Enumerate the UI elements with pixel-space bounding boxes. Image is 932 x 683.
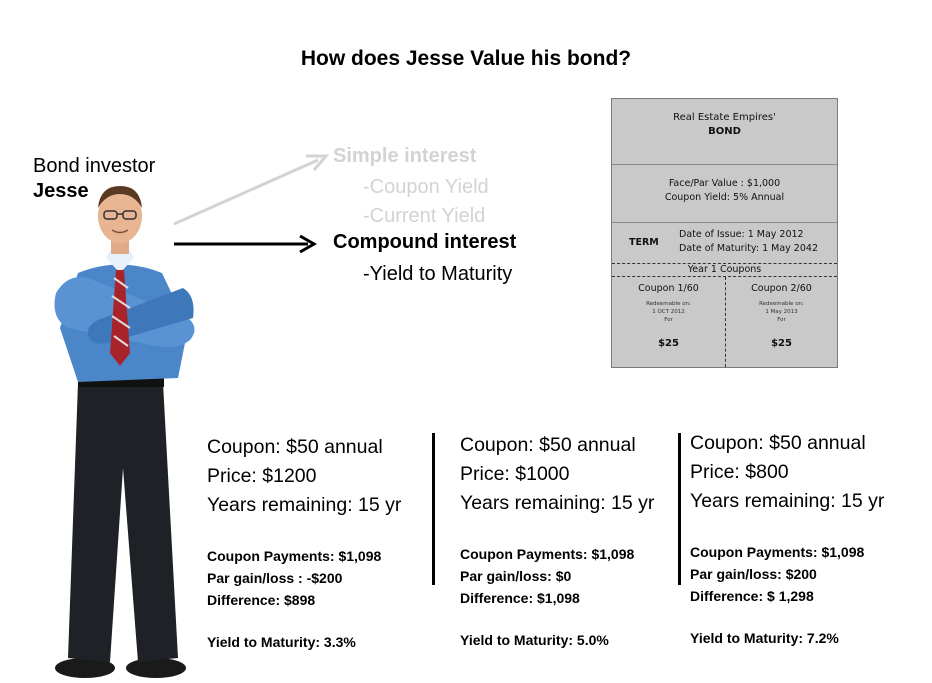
compound-interest-title: Compound interest	[333, 231, 517, 253]
scenario-difference: Difference: $1,098	[460, 590, 580, 606]
coupon-stub: Coupon 2/60 Redeemable on: 1 May 2013 Fo…	[725, 277, 838, 367]
scenario-coupon-payments: Coupon Payments: $1,098	[207, 548, 382, 564]
coupon-for: For	[777, 317, 786, 323]
scenario-par-details: Coupon Payments: $1,098 Par gain/loss: $…	[460, 543, 634, 651]
scenario-price: Price: $800	[690, 461, 789, 483]
scenario-ytm: Yield to Maturity: 5.0%	[460, 632, 609, 648]
investor-label: Bond investor	[33, 155, 156, 177]
coupon-yield-label: -Coupon Yield	[363, 176, 489, 198]
yield-to-maturity-label: -Yield to Maturity	[363, 263, 513, 285]
simple-interest-arrow	[173, 154, 330, 226]
bond-issue-date: Date of Issue: 1 May 2012	[679, 229, 804, 240]
bond-header: Real Estate Empires' BOND	[612, 99, 837, 165]
bond-term-section: TERM Date of Issue: 1 May 2012 Date of M…	[612, 223, 837, 264]
scenario-coupon-payments: Coupon Payments: $1,098	[460, 546, 635, 562]
scenario-coupon: Coupon: $50 annual	[690, 432, 866, 454]
scenario-par-gain-loss: Par gain/loss: $200	[690, 566, 817, 582]
scenario-years: Years remaining: 15 yr	[690, 490, 885, 512]
coupon-for: For	[664, 317, 673, 323]
coupon-date: 1 OCT 2012	[652, 309, 685, 315]
scenario-par-gain-loss: Par gain/loss: $0	[460, 568, 572, 584]
scenario-coupon-payments: Coupon Payments: $1,098	[690, 544, 865, 560]
investor-illustration	[54, 186, 195, 678]
bond-face-value: Face/Par Value : $1,000	[668, 178, 781, 189]
bond-terms: Face/Par Value : $1,000 Coupon Yield: 5%…	[612, 165, 837, 223]
compound-interest-arrow	[174, 234, 318, 254]
bond-term-label: TERM	[629, 237, 659, 248]
simple-interest-title: Simple interest	[333, 145, 477, 167]
column-divider	[678, 433, 681, 585]
scenario-years: Years remaining: 15 yr	[460, 492, 655, 514]
coupon-amount: $25	[771, 338, 792, 349]
scenario-price: Price: $1000	[460, 463, 570, 485]
scenario-premium: Coupon: $50 annual Price: $1200 Years re…	[207, 433, 401, 520]
scenario-difference: Difference: $ 1,298	[690, 588, 814, 604]
scenario-price: Price: $1200	[207, 465, 317, 487]
coupon-redeemable: Redeemable on:	[759, 301, 804, 307]
arrows	[173, 154, 330, 254]
scenario-discount-details: Coupon Payments: $1,098 Par gain/loss: $…	[690, 541, 864, 649]
scenario-discount: Coupon: $50 annual Price: $800 Years rem…	[690, 429, 884, 516]
scenario-par-gain-loss: Par gain/loss : -$200	[207, 570, 343, 586]
investor-name: Jesse	[33, 180, 89, 202]
coupon-date: 1 May 2013	[765, 309, 798, 315]
scenario-premium-details: Coupon Payments: $1,098 Par gain/loss : …	[207, 545, 381, 653]
bond-coupon-yield: Coupon Yield: 5% Annual	[664, 192, 785, 203]
current-yield-label: -Current Yield	[363, 205, 486, 227]
column-divider	[432, 433, 435, 585]
scenario-coupon: Coupon: $50 annual	[207, 436, 383, 458]
scenario-ytm: Yield to Maturity: 3.3%	[207, 634, 356, 650]
coupon-redeemable: Redeemable on:	[646, 301, 691, 307]
bond-maturity-date: Date of Maturity: 1 May 2042	[679, 243, 818, 254]
scenario-years: Years remaining: 15 yr	[207, 494, 402, 516]
slide-title: How does Jesse Value his bond?	[300, 47, 632, 70]
bond-coupons-header: Year 1 Coupons	[612, 264, 837, 277]
coupon-name: Coupon 2/60	[751, 283, 812, 294]
coupon-amount: $25	[658, 338, 679, 349]
bond-certificate: Real Estate Empires' BOND Face/Par Value…	[611, 98, 838, 368]
scenario-coupon: Coupon: $50 annual	[460, 434, 636, 456]
scenario-par: Coupon: $50 annual Price: $1000 Years re…	[460, 431, 654, 518]
bond-issuer: Real Estate Empires'	[673, 112, 776, 123]
bond-title: BOND	[708, 126, 741, 137]
coupon-stub: Coupon 1/60 Redeemable on: 1 OCT 2012 Fo…	[612, 277, 726, 367]
coupon-name: Coupon 1/60	[638, 283, 699, 294]
scenario-difference: Difference: $898	[207, 592, 316, 608]
scenario-ytm: Yield to Maturity: 7.2%	[690, 630, 839, 646]
